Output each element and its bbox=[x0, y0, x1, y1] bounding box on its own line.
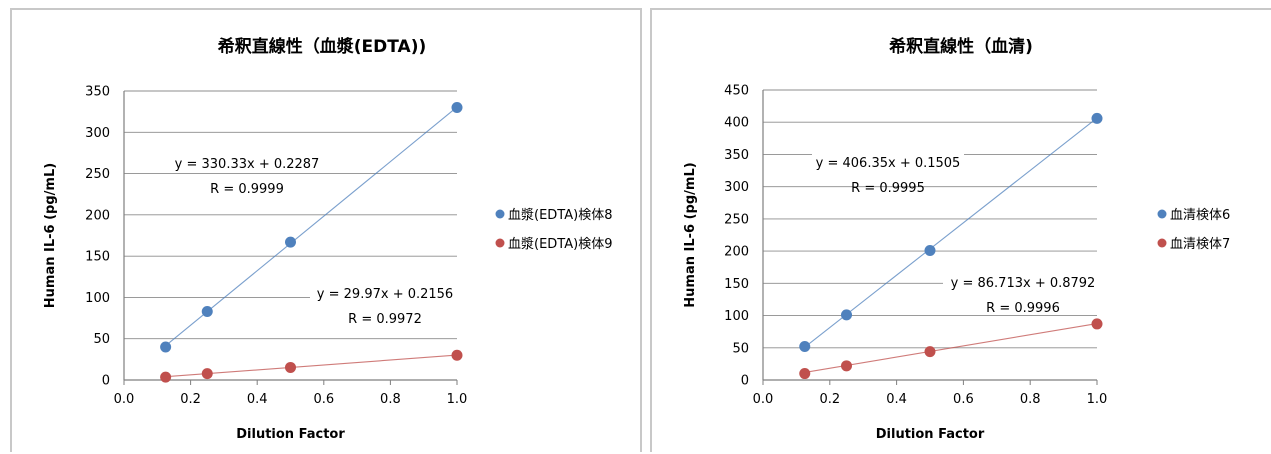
x-tick-label: 0.2 bbox=[180, 392, 201, 407]
y-tick-label: 400 bbox=[724, 116, 749, 131]
chart-panel-plasma: 希釈直線性（血漿(EDTA)) 0 50 100 150 200 250 300 350 0.0 0… bbox=[10, 8, 642, 452]
legend-label: 血漿(EDTA)検体9 bbox=[508, 237, 612, 252]
data-point-series-1 bbox=[160, 341, 172, 353]
chart-title: 希釈直線性（血清) bbox=[889, 36, 1033, 57]
x-tick-label: 0.0 bbox=[114, 392, 135, 407]
y-tick-label: 0 bbox=[102, 374, 110, 389]
y-tick-label: 300 bbox=[85, 126, 110, 141]
y-tick-label: 450 bbox=[724, 84, 749, 99]
data-point-series-2 bbox=[451, 349, 463, 361]
y-tick-label: 100 bbox=[724, 309, 749, 324]
trendline-equation: y = 406.35x + 0.1505 bbox=[816, 156, 961, 171]
equation-bg bbox=[310, 284, 460, 302]
y-axis-title: Human IL-6 (pg/mL) bbox=[683, 162, 698, 307]
trendline-2 bbox=[804, 323, 1098, 373]
chart-plasma: 希釈直線性（血漿(EDTA)) 0 50 100 150 200 250 300 350 0.0 0… bbox=[43, 36, 612, 442]
data-point-series-1 bbox=[201, 305, 213, 317]
data-point-series-1 bbox=[841, 309, 852, 321]
x-tick-label: 0.0 bbox=[753, 392, 774, 407]
x-axis-title: Dilution Factor bbox=[236, 427, 345, 442]
chart-title: 希釈直線性（血漿(EDTA)) bbox=[218, 36, 426, 57]
x-tick-label: 1.0 bbox=[447, 392, 468, 407]
legend-marker bbox=[1157, 209, 1167, 219]
data-point-series-1 bbox=[285, 236, 296, 248]
legend-marker bbox=[1157, 238, 1167, 248]
x-tick-label: 0.2 bbox=[819, 392, 840, 407]
data-point-series-2 bbox=[841, 360, 852, 372]
data-point-series-1 bbox=[451, 102, 463, 114]
data-point-series-2 bbox=[201, 368, 213, 380]
y-tick-label: 250 bbox=[85, 167, 110, 182]
data-point-series-1 bbox=[799, 340, 811, 352]
legend-marker bbox=[495, 238, 505, 248]
trendline-r-value: R = 0.9995 bbox=[851, 181, 925, 196]
data-point-series-2 bbox=[160, 371, 172, 383]
trendline-1 bbox=[804, 117, 1098, 348]
trendline-equation: y = 29.97x + 0.2156 bbox=[317, 287, 453, 302]
trendline-2 bbox=[165, 354, 458, 378]
legend-label: 血清検体6 bbox=[1170, 208, 1230, 223]
y-axis-title: Human IL-6 (pg/mL) bbox=[43, 163, 58, 308]
chart-panel-serum: 希釈直線性（血清) 0 50 100 150 200 250 300 350 400 450 0.0 0… bbox=[650, 8, 1271, 452]
x-tick-label: 0.4 bbox=[886, 392, 907, 407]
x-tick-label: 0.6 bbox=[953, 392, 974, 407]
x-axis-title: Dilution Factor bbox=[876, 427, 985, 442]
y-tick-label: 50 bbox=[732, 341, 749, 356]
y-tick-label: 350 bbox=[85, 85, 110, 100]
y-tick-label: 350 bbox=[724, 148, 749, 163]
y-tick-label: 50 bbox=[93, 332, 110, 347]
data-point-series-2 bbox=[1091, 318, 1103, 330]
x-tick-label: 0.8 bbox=[1020, 392, 1041, 407]
y-tick-label: 300 bbox=[724, 180, 749, 195]
data-point-series-2 bbox=[799, 368, 811, 380]
y-tick-label: 150 bbox=[724, 277, 749, 292]
chart-serum: 希釈直線性（血清) 0 50 100 150 200 250 300 350 400 450 0.0 0… bbox=[683, 36, 1230, 442]
y-tick-label: 150 bbox=[85, 250, 110, 265]
x-tick-label: 0.4 bbox=[247, 392, 268, 407]
legend-label: 血清検体7 bbox=[1170, 237, 1230, 252]
y-tick-label: 250 bbox=[724, 212, 749, 227]
data-point-series-1 bbox=[1091, 112, 1103, 124]
equation-bg bbox=[168, 154, 326, 172]
trendline-r-value: R = 0.9972 bbox=[348, 312, 422, 327]
trendline-r-value: R = 0.9996 bbox=[986, 301, 1060, 316]
x-tick-label: 1.0 bbox=[1087, 392, 1108, 407]
y-tick-label: 100 bbox=[85, 291, 110, 306]
trendline-r-value: R = 0.9999 bbox=[210, 182, 284, 197]
x-tick-label: 0.8 bbox=[380, 392, 401, 407]
trendline-1 bbox=[165, 106, 458, 347]
data-point-series-2 bbox=[285, 361, 296, 373]
data-point-series-1 bbox=[924, 244, 936, 256]
trendline-equation: y = 86.713x + 0.8792 bbox=[951, 276, 1096, 291]
trendline-equation: y = 330.33x + 0.2287 bbox=[175, 157, 320, 172]
y-tick-label: 0 bbox=[741, 374, 749, 389]
x-tick-label: 0.6 bbox=[313, 392, 334, 407]
legend-label: 血漿(EDTA)検体8 bbox=[508, 208, 612, 223]
y-tick-label: 200 bbox=[724, 245, 749, 260]
data-point-series-2 bbox=[924, 346, 936, 358]
equation-bg bbox=[812, 153, 964, 171]
legend-marker bbox=[495, 209, 505, 219]
equation-bg bbox=[943, 273, 1103, 291]
y-tick-label: 200 bbox=[85, 208, 110, 223]
